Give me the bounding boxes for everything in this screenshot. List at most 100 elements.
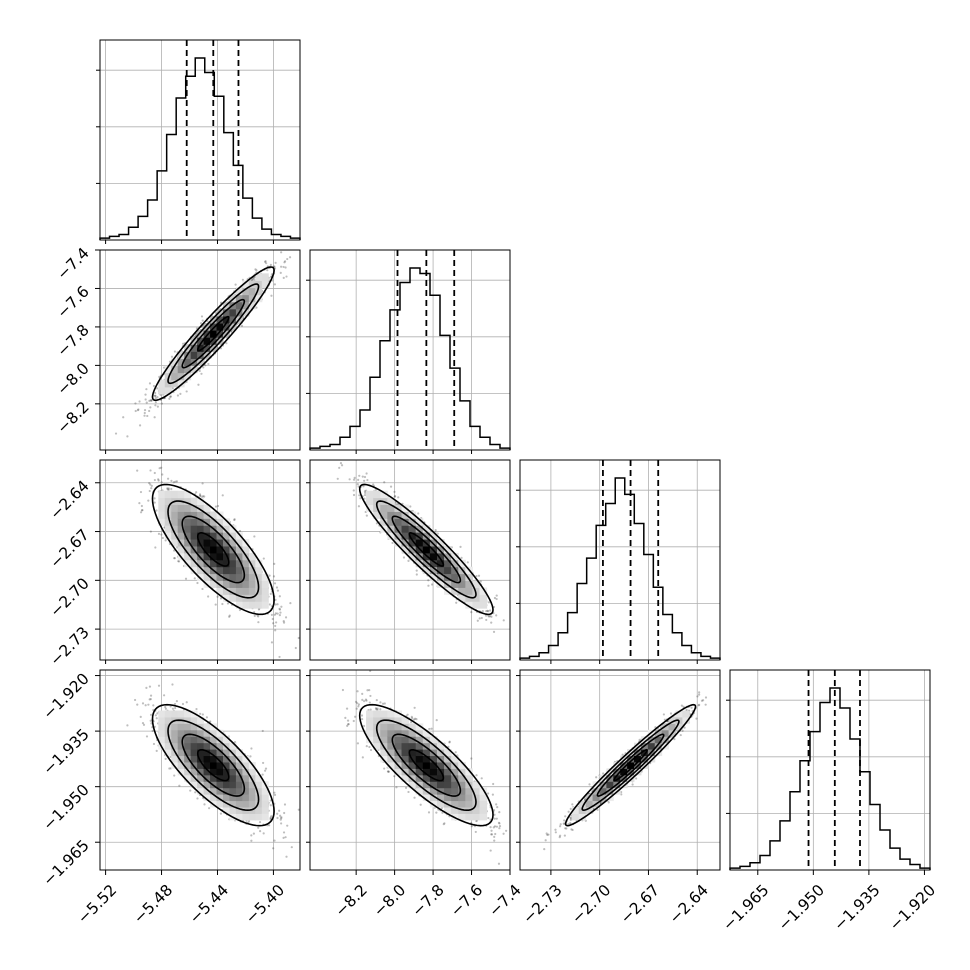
scatter-point bbox=[383, 702, 386, 705]
scatter-point bbox=[264, 260, 267, 263]
density-cell bbox=[190, 566, 198, 575]
scatter-point bbox=[265, 262, 268, 265]
density-cell bbox=[235, 580, 243, 588]
scatter-point bbox=[280, 816, 283, 819]
scatter-point bbox=[149, 469, 152, 472]
scatter-point bbox=[493, 813, 496, 816]
density-cell bbox=[171, 539, 179, 547]
scatter-point bbox=[494, 832, 497, 836]
scatter-point bbox=[358, 474, 361, 477]
density-cell bbox=[210, 580, 218, 588]
density-cell bbox=[422, 566, 431, 575]
scatter-point bbox=[278, 809, 281, 812]
scatter-point bbox=[273, 793, 277, 796]
density-cell bbox=[210, 330, 218, 338]
scatter-point bbox=[168, 397, 171, 400]
scatter-point bbox=[216, 504, 220, 508]
density-cell bbox=[242, 800, 250, 808]
scatter-point bbox=[280, 605, 283, 608]
density-cell bbox=[197, 736, 205, 744]
scatter-point bbox=[274, 598, 277, 601]
density-cell bbox=[415, 518, 424, 526]
density-cell bbox=[261, 601, 269, 609]
scatter-point bbox=[466, 561, 469, 564]
scatter-point bbox=[275, 621, 278, 624]
density-cell bbox=[366, 504, 374, 512]
density-cell bbox=[184, 736, 192, 744]
density-cell bbox=[255, 781, 263, 789]
scatter-point bbox=[368, 745, 371, 749]
scatter-point bbox=[216, 595, 219, 598]
scatter-point bbox=[156, 405, 159, 408]
scatter-point bbox=[495, 817, 498, 820]
density-cell bbox=[216, 308, 224, 317]
scatter-point bbox=[250, 839, 253, 842]
density-cell bbox=[210, 787, 218, 795]
scatter-point bbox=[199, 494, 202, 497]
scatter-point bbox=[475, 574, 478, 578]
density-cell bbox=[190, 337, 198, 345]
scatter-point bbox=[253, 535, 256, 538]
scatter-point bbox=[274, 612, 278, 615]
scatter-point bbox=[352, 493, 356, 497]
density-cell bbox=[158, 729, 166, 737]
scatter-point bbox=[383, 481, 386, 484]
scatter-point bbox=[470, 825, 473, 828]
density-cell bbox=[242, 559, 250, 568]
density-cell bbox=[210, 729, 218, 737]
panel-content bbox=[100, 670, 300, 870]
density-cell bbox=[401, 518, 410, 526]
scatter-point bbox=[272, 575, 276, 578]
joint-panel bbox=[309, 669, 511, 871]
density-cell bbox=[210, 518, 218, 526]
scatter-point bbox=[257, 615, 260, 618]
scatter-point bbox=[270, 815, 273, 818]
density-cell bbox=[184, 497, 192, 506]
scatter-point bbox=[492, 782, 495, 786]
scatter-point bbox=[493, 839, 496, 842]
density-cell bbox=[222, 545, 230, 554]
density-cell bbox=[177, 490, 185, 499]
scatter-point bbox=[156, 387, 159, 390]
scatter-point bbox=[386, 770, 390, 773]
scatter-point bbox=[148, 481, 151, 485]
scatter-point bbox=[297, 636, 300, 640]
scatter-point bbox=[276, 812, 279, 815]
density-cell bbox=[190, 736, 198, 744]
scatter-point bbox=[241, 278, 244, 281]
density-cell bbox=[229, 774, 237, 782]
contour-line bbox=[196, 532, 230, 567]
scatter-point bbox=[495, 597, 498, 601]
density-cell bbox=[366, 710, 374, 718]
scatter-point bbox=[196, 581, 199, 585]
scatter-point bbox=[261, 729, 264, 733]
density-cell bbox=[190, 518, 198, 526]
density-cell bbox=[235, 813, 243, 821]
scatter-point bbox=[365, 514, 368, 517]
scatter-point bbox=[474, 830, 477, 834]
scatter-point bbox=[161, 536, 164, 540]
scatter-point bbox=[209, 720, 212, 723]
scatter-point bbox=[475, 819, 478, 823]
scatter-point bbox=[368, 701, 371, 704]
density-cell bbox=[261, 580, 269, 588]
scatter-point bbox=[145, 735, 149, 738]
density-cell bbox=[235, 559, 243, 568]
density-cell bbox=[190, 525, 198, 533]
scatter-point bbox=[199, 712, 202, 715]
scatter-point bbox=[493, 596, 497, 600]
scatter-point bbox=[149, 483, 152, 486]
density-cell bbox=[197, 532, 205, 540]
histogram-step bbox=[309, 267, 511, 450]
scatter-point bbox=[363, 493, 367, 497]
scatter-point bbox=[157, 532, 161, 535]
scatter-point bbox=[352, 489, 355, 492]
density-cell bbox=[190, 781, 198, 789]
scatter-point bbox=[201, 482, 204, 485]
density-cell bbox=[190, 504, 198, 512]
density-cell bbox=[422, 532, 431, 540]
contour-line bbox=[181, 515, 246, 584]
scatter-point bbox=[357, 703, 361, 706]
scatter-point bbox=[150, 486, 153, 490]
